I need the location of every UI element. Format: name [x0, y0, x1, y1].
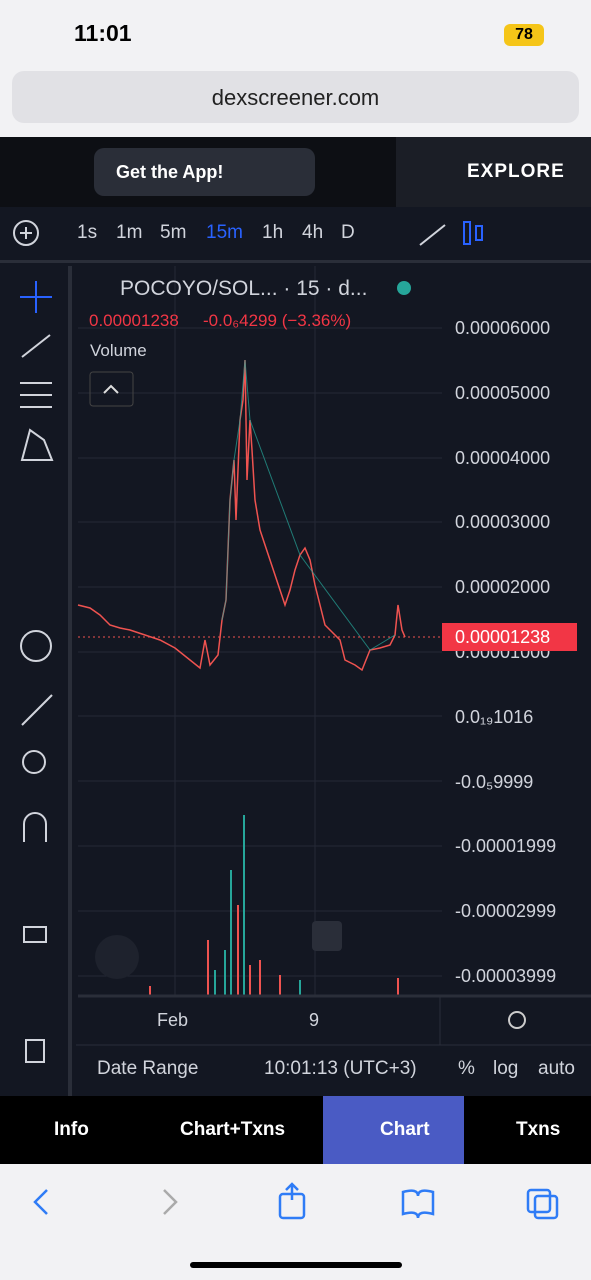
tool-column — [0, 266, 72, 1096]
url-bar[interactable] — [12, 71, 579, 123]
price-line — [77, 359, 406, 672]
time-label: Feb — [157, 1010, 189, 1030]
interval-button[interactable]: 15m — [206, 222, 243, 243]
interval-button[interactable]: 1h — [262, 222, 284, 243]
price-axis-label: 0.00002000 — [455, 577, 551, 598]
battery: 78 — [504, 24, 544, 46]
tab[interactable]: Info — [54, 1119, 89, 1140]
tab-bar — [0, 1096, 591, 1164]
last-price: 0.00001238 — [89, 311, 179, 330]
price-axis-label: -0.0₅9999 — [455, 771, 534, 792]
tab[interactable]: Chart+Txns — [180, 1119, 286, 1140]
price-change: -0.0₆4299 (−3.36%) — [203, 311, 352, 330]
current-price-tag: 0.00001238 — [442, 623, 577, 651]
interval-button[interactable]: 1m — [116, 222, 143, 243]
price-axis-label: -0.00003999 — [455, 966, 557, 986]
price-axis-label: 0.00004000 — [455, 447, 551, 468]
explore-bg — [396, 137, 591, 207]
url: dexscreener.com — [211, 85, 380, 110]
volume-label: Volume — [90, 341, 147, 360]
price-axis-label: 0.00003000 — [455, 512, 551, 533]
price-axis-label: 0.00006000 — [455, 318, 551, 338]
pair-legend: POCOYO/SOL... · 15 · d... — [120, 277, 368, 300]
interval-button[interactable]: 4h — [302, 222, 324, 243]
date-range[interactable]: Date Range — [97, 1058, 199, 1079]
clock-utc: 10:01:13 (UTC+3) — [264, 1058, 417, 1079]
price-axis-label: 0.00005000 — [455, 382, 551, 403]
percent-toggle[interactable]: % — [458, 1058, 475, 1079]
tab[interactable]: Chart — [380, 1119, 430, 1140]
get-app-label: Get the App! — [116, 162, 224, 182]
interval-button[interactable]: 1s — [77, 222, 98, 243]
price-axis-label: 0.0₁₉1016 — [455, 706, 534, 727]
toolbar — [0, 207, 591, 263]
interval-button[interactable]: D — [341, 222, 355, 243]
active-tab-bg — [323, 1096, 464, 1164]
get-app-button[interactable] — [94, 148, 315, 196]
log-toggle[interactable]: log — [493, 1058, 519, 1079]
volume-bars — [149, 815, 399, 996]
auto-toggle[interactable]: auto — [538, 1058, 575, 1079]
price-axis-label: -0.00001999 — [455, 836, 557, 857]
clock: 11:01 — [74, 20, 132, 46]
explore-label[interactable]: EXPLORE — [467, 161, 565, 182]
safari-toolbar — [0, 1164, 591, 1280]
time-label: 9 — [309, 1010, 320, 1030]
price-axis-label: -0.00002999 — [455, 901, 557, 922]
interval-button[interactable]: 5m — [160, 222, 187, 243]
tab[interactable]: Txns — [516, 1119, 561, 1140]
